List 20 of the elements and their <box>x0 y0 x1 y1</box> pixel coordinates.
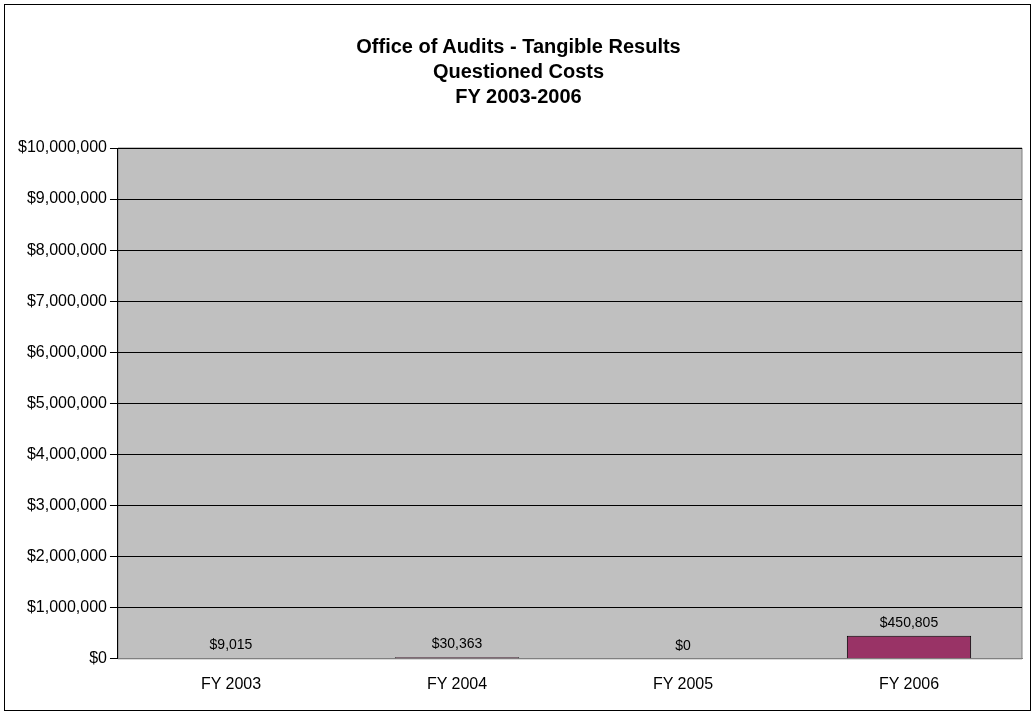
x-tick-label: FY 2005 <box>652 674 714 692</box>
x-tick-label: FY 2004 <box>426 674 488 692</box>
y-tick-label: $5,000,000 <box>26 393 108 411</box>
y-tick-label: $10,000,000 <box>17 138 108 156</box>
y-tick-label: $6,000,000 <box>26 342 108 360</box>
x-tick-label: FY 2003 <box>200 674 262 692</box>
y-tick-label: $0 <box>89 649 108 667</box>
data-label: $450,805 <box>879 613 939 630</box>
x-tick-label: FY 2006 <box>878 674 940 692</box>
y-tick-label: $3,000,000 <box>26 495 108 513</box>
y-tick-label: $8,000,000 <box>26 240 108 258</box>
data-label: $9,015 <box>209 636 253 653</box>
y-tick-label: $4,000,000 <box>26 444 108 462</box>
chart-title: Office of Audits - Tangible Results Questioned Costs FY 2003-2006 <box>356 35 681 108</box>
y-tick-label: $1,000,000 <box>26 598 108 616</box>
y-tick-label: $7,000,000 <box>26 291 108 309</box>
data-label: $30,363 <box>431 635 483 652</box>
y-tick-label: $2,000,000 <box>26 547 108 565</box>
data-label: $0 <box>675 636 691 653</box>
y-tick-label: $9,000,000 <box>26 189 108 207</box>
